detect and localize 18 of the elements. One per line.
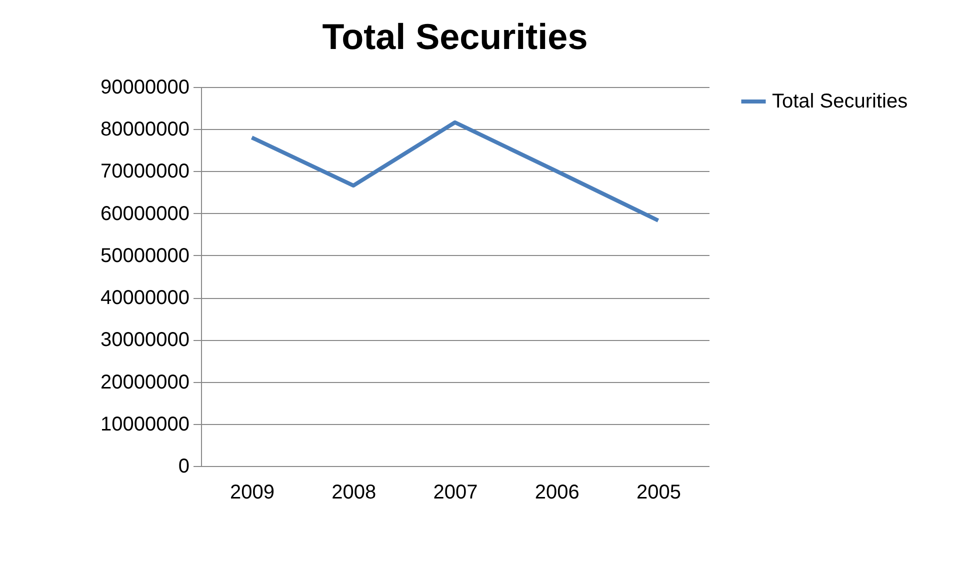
y-tick-label: 70000000 [100, 160, 190, 183]
y-tick-label: 20000000 [100, 371, 190, 394]
legend-label: Total Securities [772, 90, 908, 112]
x-tick-label: 2008 [332, 482, 376, 504]
y-tick-label: 10000000 [100, 413, 190, 436]
y-tick-label: 30000000 [100, 329, 190, 352]
y-tick-label: 50000000 [100, 244, 190, 267]
x-tick-label: 2006 [534, 482, 580, 504]
y-tick-label: 60000000 [100, 202, 190, 225]
y-tick-label: 0 [178, 456, 190, 478]
y-tick-label: 40000000 [100, 287, 190, 310]
y-tick-label: 80000000 [100, 118, 190, 141]
y-tick-label: 90000000 [100, 76, 190, 98]
x-tick-label: 2009 [230, 482, 275, 504]
x-tick-label: 2005 [636, 482, 681, 504]
line-series [250, 120, 660, 222]
chart-title: Total Securities [322, 16, 588, 57]
x-tick-label: 2007 [433, 482, 478, 504]
